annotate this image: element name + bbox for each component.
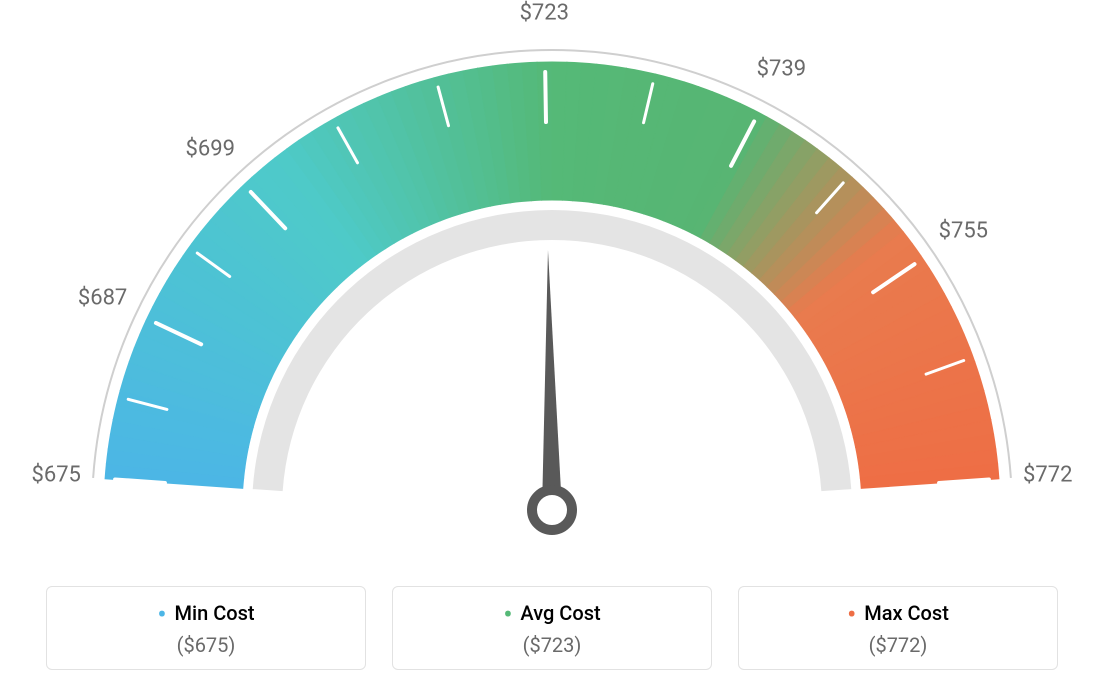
gauge-tick <box>545 72 546 122</box>
legend-min: Min Cost ($675) <box>46 586 366 670</box>
gauge-svg <box>0 0 1104 560</box>
legend-max: Max Cost ($772) <box>738 586 1058 670</box>
legend-avg-value: ($723) <box>403 633 701 657</box>
gauge-tick-label: $723 <box>520 1 569 26</box>
gauge-tick-label: $755 <box>939 219 988 244</box>
cost-gauge: $675 $687 $699 $723 $739 $755 $772 <box>0 0 1104 560</box>
legend-row: Min Cost ($675) Avg Cost ($723) Max Cost… <box>0 586 1104 670</box>
gauge-tick-label: $687 <box>78 285 127 310</box>
legend-min-value: ($675) <box>57 633 355 657</box>
gauge-needle-hub <box>532 490 572 530</box>
legend-avg: Avg Cost ($723) <box>392 586 712 670</box>
legend-max-value: ($772) <box>749 633 1047 657</box>
gauge-tick-label: $739 <box>757 57 806 82</box>
legend-max-title: Max Cost <box>749 601 1047 625</box>
gauge-tick-label: $772 <box>1023 463 1072 488</box>
legend-avg-title: Avg Cost <box>403 601 701 625</box>
gauge-tick-label: $675 <box>31 463 80 488</box>
gauge-needle <box>542 250 562 510</box>
legend-min-title: Min Cost <box>57 601 355 625</box>
gauge-tick-label: $699 <box>186 137 235 162</box>
